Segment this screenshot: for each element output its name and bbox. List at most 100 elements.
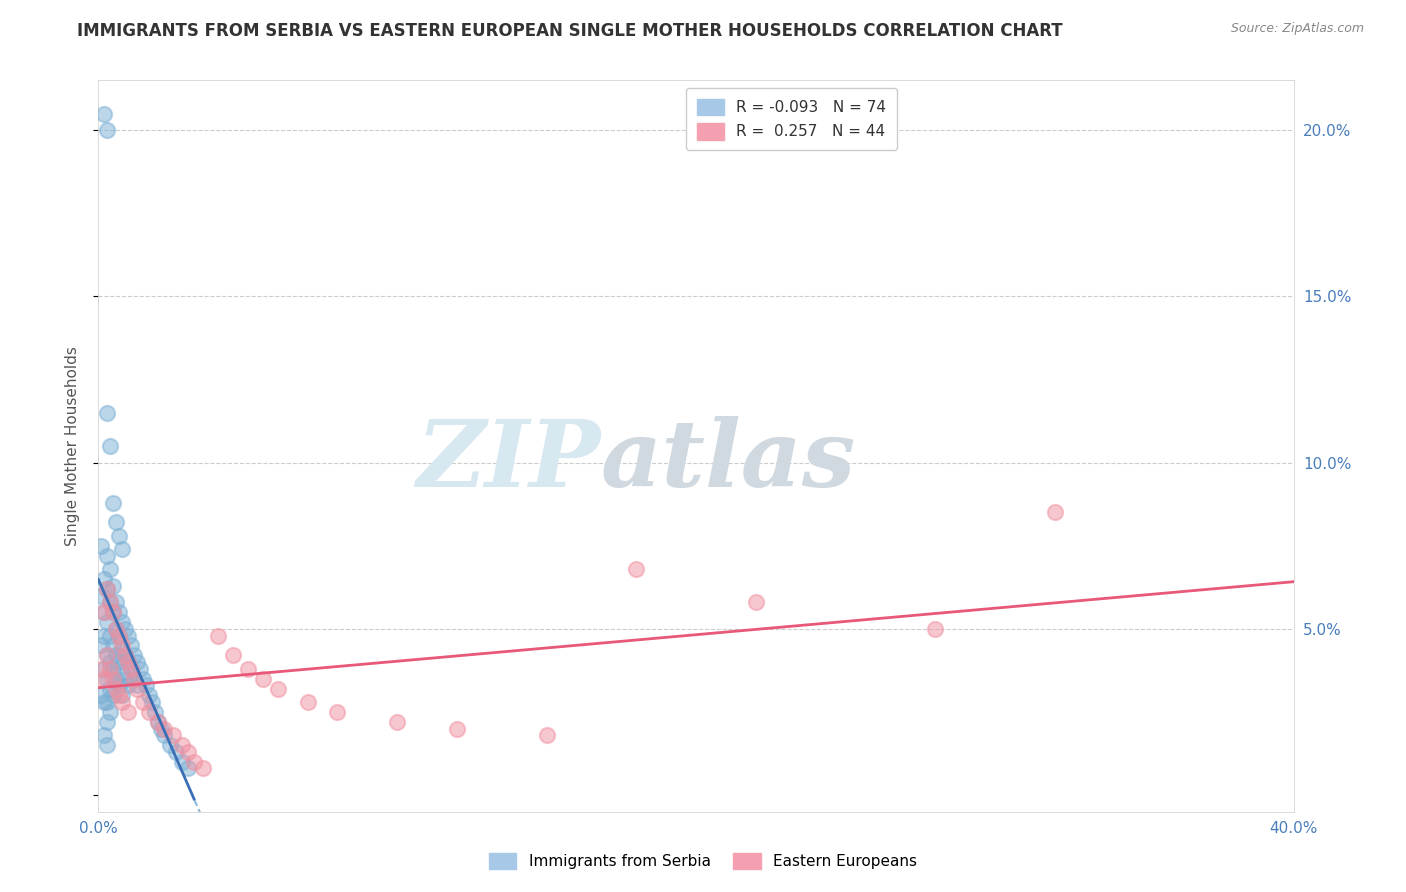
Y-axis label: Single Mother Households: Single Mother Households [65, 346, 80, 546]
Point [90, 639, 112, 653]
Point [1043, 506, 1066, 520]
Point [103, 662, 125, 676]
Point [96, 582, 118, 596]
Point [93, 572, 115, 586]
Legend: Immigrants from Serbia, Eastern Europeans: Immigrants from Serbia, Eastern European… [482, 847, 924, 875]
Point [105, 648, 128, 663]
Point [165, 745, 187, 759]
Point [536, 728, 558, 742]
Point [103, 605, 125, 619]
Text: ZIP: ZIP [416, 416, 600, 506]
Point [105, 622, 128, 636]
Point [183, 755, 205, 769]
Point [105, 516, 128, 530]
Point [108, 655, 131, 669]
Point [124, 648, 146, 663]
Point [127, 681, 149, 696]
Point [108, 678, 131, 692]
Point [90, 589, 112, 603]
Point [96, 549, 118, 563]
Point [141, 695, 163, 709]
Point [124, 672, 146, 686]
Point [93, 628, 115, 642]
Point [172, 738, 194, 752]
Point [103, 495, 125, 509]
Point [120, 662, 142, 676]
Point [191, 762, 214, 776]
Point [297, 695, 319, 709]
Point [93, 672, 115, 686]
Point [96, 615, 118, 630]
Point [162, 728, 184, 742]
Point [96, 738, 118, 752]
Point [267, 681, 290, 696]
Point [96, 582, 118, 596]
Point [93, 728, 115, 742]
Point [117, 655, 139, 669]
Point [103, 579, 125, 593]
Point [159, 738, 181, 752]
Point [222, 648, 245, 663]
Point [326, 705, 349, 719]
Point [98, 439, 122, 453]
Point [745, 595, 768, 609]
Point [252, 672, 274, 686]
Point [96, 406, 118, 420]
Point [132, 672, 155, 686]
Point [105, 595, 128, 609]
Point [114, 648, 136, 663]
Point [148, 714, 170, 729]
Point [138, 689, 160, 703]
Point [98, 655, 122, 669]
Point [90, 689, 112, 703]
Point [924, 622, 946, 636]
Point [93, 695, 115, 709]
Point [117, 678, 139, 692]
Point [129, 662, 152, 676]
Point [153, 722, 176, 736]
Point [98, 595, 122, 609]
Point [236, 662, 259, 676]
Point [117, 628, 139, 642]
Point [177, 745, 200, 759]
Point [143, 705, 166, 719]
Point [93, 605, 115, 619]
Point [93, 605, 115, 619]
Point [93, 106, 115, 120]
Point [98, 595, 122, 609]
Point [98, 562, 122, 576]
Point [108, 605, 131, 619]
Point [177, 762, 200, 776]
Point [111, 689, 134, 703]
Point [98, 628, 122, 642]
Point [93, 662, 115, 676]
Point [105, 622, 128, 636]
Point [114, 648, 136, 663]
Point [124, 672, 146, 686]
Point [103, 605, 125, 619]
Point [103, 672, 125, 686]
Text: Source: ZipAtlas.com: Source: ZipAtlas.com [1230, 22, 1364, 36]
Point [98, 705, 122, 719]
Point [207, 628, 229, 642]
Point [111, 665, 134, 679]
Point [114, 622, 136, 636]
Point [90, 662, 112, 676]
Text: IMMIGRANTS FROM SERBIA VS EASTERN EUROPEAN SINGLE MOTHER HOUSEHOLDS CORRELATION : IMMIGRANTS FROM SERBIA VS EASTERN EUROPE… [77, 22, 1063, 40]
Point [148, 714, 170, 729]
Point [96, 648, 118, 663]
Point [150, 722, 173, 736]
Point [108, 628, 131, 642]
Legend: R = -0.093   N = 74, R =  0.257   N = 44: R = -0.093 N = 74, R = 0.257 N = 44 [686, 88, 897, 150]
Point [111, 542, 134, 557]
Point [108, 529, 131, 543]
Point [135, 678, 157, 692]
Point [98, 662, 122, 676]
Point [172, 755, 194, 769]
Point [114, 672, 136, 686]
Point [385, 714, 409, 729]
Text: atlas: atlas [600, 416, 856, 506]
Point [103, 689, 125, 703]
Point [96, 648, 118, 663]
Point [105, 681, 128, 696]
